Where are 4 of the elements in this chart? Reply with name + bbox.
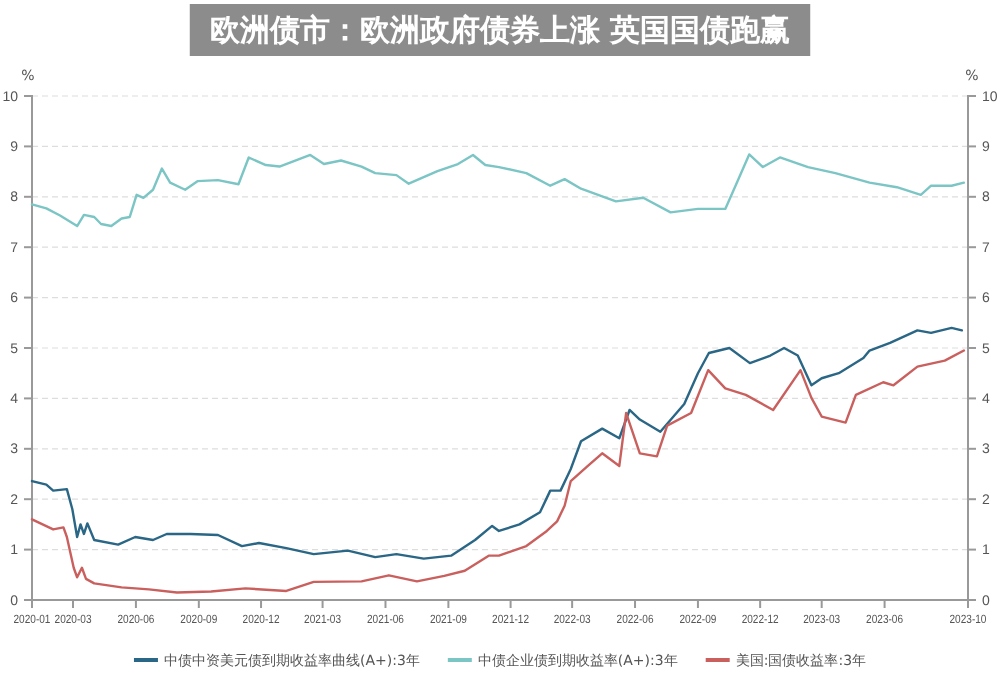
line-series: [30, 153, 966, 228]
line-series: [30, 326, 964, 560]
line-series: [30, 349, 966, 594]
chart-title: 欧洲债市：欧洲政府债券上涨 英国国债跑赢: [209, 12, 791, 48]
